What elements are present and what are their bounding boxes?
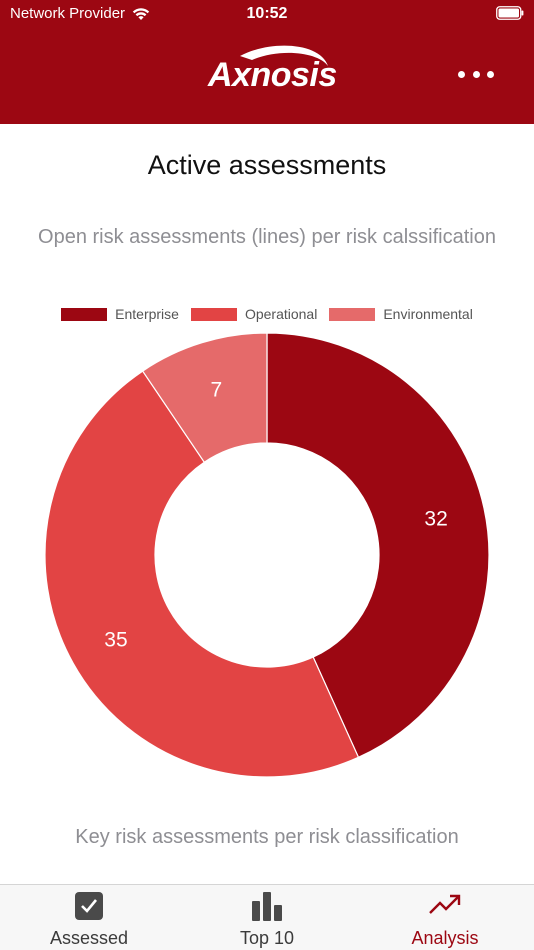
status-time: 10:52: [246, 5, 288, 22]
carrier-name: Network Provider: [10, 5, 126, 22]
legend-label: Enterprise: [115, 306, 179, 322]
trending-up-icon: [429, 894, 461, 914]
tab-label: Analysis: [411, 928, 479, 948]
legend-swatch: [190, 307, 237, 321]
checkbox-checked-icon: [75, 892, 103, 920]
donut-slice-operational[interactable]: [44, 370, 360, 778]
bar-chart-icon: [252, 892, 282, 921]
legend-item: Operational: [190, 306, 318, 322]
chart-legend: Enterprise Operational Environmental: [0, 306, 534, 322]
legend-item: Environmental: [329, 306, 473, 322]
legend-label: Operational: [244, 306, 318, 322]
logo-swoosh-icon: [240, 45, 328, 66]
chart-subtitle: Open risk assessments (lines) per risk c…: [38, 226, 496, 248]
legend-label: Environmental: [383, 306, 473, 322]
donut-chart: 32 35 7: [44, 332, 490, 778]
section-subtitle: Key risk assessments per risk classifica…: [75, 826, 459, 848]
tab-label: Assessed: [49, 928, 129, 948]
more-dot-icon: [487, 70, 494, 78]
more-dot-icon: [472, 70, 480, 78]
legend-item: Enterprise: [61, 306, 179, 322]
more-options-button[interactable]: [458, 66, 494, 82]
legend-swatch: [61, 307, 108, 321]
status-bar: Network Provider 10:52: [0, 0, 534, 28]
donut-slice-enterprise[interactable]: [266, 332, 490, 759]
more-dot-icon: [458, 70, 465, 78]
carrier-info: Network Provider: [10, 5, 151, 22]
tab-bar: Assessed Top 10 Analysis: [0, 884, 534, 950]
battery-icon: [496, 6, 524, 20]
tab-analysis[interactable]: Analysis: [356, 885, 534, 950]
app-logo: Axnosis: [200, 44, 340, 96]
page-title: Active assessments: [147, 150, 387, 180]
slice-value-label: 32: [424, 508, 447, 531]
slice-value-label: 7: [210, 379, 222, 402]
legend-swatch: [329, 307, 376, 321]
tab-assessed[interactable]: Assessed: [0, 885, 178, 950]
donut-slice-environmental[interactable]: [141, 332, 268, 464]
slice-value-label: 35: [104, 628, 127, 651]
tab-label: Top 10: [239, 928, 295, 948]
wifi-icon: [132, 7, 150, 20]
logo-text: Axnosis: [208, 56, 337, 94]
tab-top-10[interactable]: Top 10: [178, 885, 356, 950]
app-header: Network Provider 10:52 Axnosis: [0, 0, 534, 124]
